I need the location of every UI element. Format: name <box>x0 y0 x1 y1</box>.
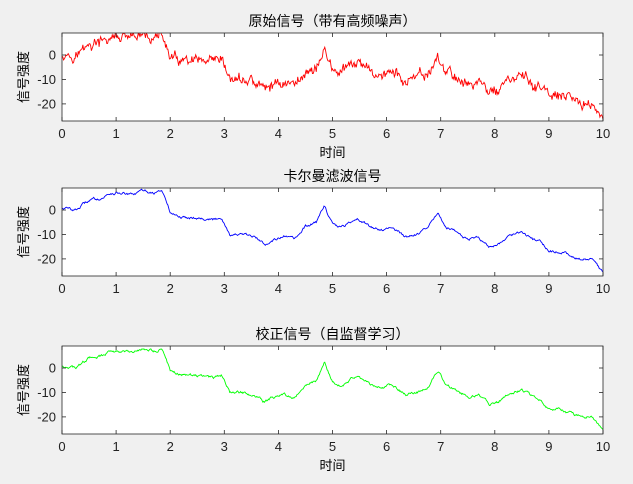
y-axis-label: 信号强度 <box>16 51 32 103</box>
plot-area <box>62 188 603 276</box>
y-axis-label: 信号强度 <box>16 364 32 416</box>
x-tick-label: 7 <box>437 126 444 141</box>
x-tick-label: 3 <box>221 126 228 141</box>
x-tick-label: 8 <box>491 281 498 296</box>
chart-title: 原始信号（带有高频噪声） <box>249 13 417 30</box>
x-tick-label: 1 <box>112 126 119 141</box>
x-tick-label: 8 <box>491 126 498 141</box>
chart-title: 卡尔曼滤波信号 <box>284 169 382 185</box>
series-line <box>62 348 603 430</box>
series-line <box>62 33 603 120</box>
x-tick-label: 10 <box>596 281 610 296</box>
x-tick-label: 6 <box>383 281 390 296</box>
x-tick-label: 0 <box>58 439 65 454</box>
series-line <box>62 188 603 273</box>
x-tick-label: 3 <box>221 439 228 454</box>
x-tick-label: 1 <box>112 281 119 296</box>
y-tick-label: 0 <box>49 48 56 63</box>
y-tick-label: -20 <box>37 96 56 111</box>
x-tick-label: 7 <box>437 281 444 296</box>
x-tick-label: 4 <box>275 281 282 296</box>
x-tick-label: 4 <box>275 439 282 454</box>
y-tick-label: 0 <box>49 361 56 376</box>
x-tick-label: 4 <box>275 126 282 141</box>
x-tick-label: 0 <box>58 126 65 141</box>
x-tick-label: 6 <box>383 126 390 141</box>
x-tick-label: 10 <box>596 439 610 454</box>
x-tick-label: 9 <box>545 281 552 296</box>
x-tick-label: 10 <box>596 126 610 141</box>
x-tick-label: 5 <box>329 126 336 141</box>
y-tick-label: -10 <box>37 385 56 400</box>
chart-title: 校正信号（自监督学习） <box>256 326 410 343</box>
x-tick-label: 3 <box>221 281 228 296</box>
x-tick-label: 6 <box>383 439 390 454</box>
x-tick-label: 9 <box>545 126 552 141</box>
x-tick-label: 5 <box>329 281 336 296</box>
y-tick-label: 0 <box>49 203 56 218</box>
x-tick-label: 1 <box>112 439 119 454</box>
y-tick-label: -20 <box>37 251 56 266</box>
y-axis-label: 信号强度 <box>16 206 32 258</box>
x-tick-label: 8 <box>491 439 498 454</box>
subplot-original-signal: 0 1 2 3 4 5 6 7 8 9 10 0 -10 -20 原始信号（带有高频噪声） 时间 信号强度 <box>16 13 610 161</box>
x-axis-label: 时间 <box>319 146 345 161</box>
x-tick-label: 2 <box>167 126 174 141</box>
x-tick-label: 9 <box>545 439 552 454</box>
x-tick-label: 0 <box>58 281 65 296</box>
subplot-corrected-signal: 0 1 2 3 4 5 6 7 8 9 10 0 -10 -20 校正信号（自监督学习） 时间 信号强度 <box>16 326 610 474</box>
x-axis-label: 时间 <box>319 459 345 474</box>
plot-area <box>62 346 603 434</box>
y-tick-label: -20 <box>37 409 56 424</box>
x-tick-label: 2 <box>167 439 174 454</box>
x-tick-label: 7 <box>437 439 444 454</box>
y-tick-label: -10 <box>37 227 56 242</box>
x-tick-label: 5 <box>329 439 336 454</box>
y-tick-label: -10 <box>37 72 56 87</box>
x-tick-label: 2 <box>167 281 174 296</box>
